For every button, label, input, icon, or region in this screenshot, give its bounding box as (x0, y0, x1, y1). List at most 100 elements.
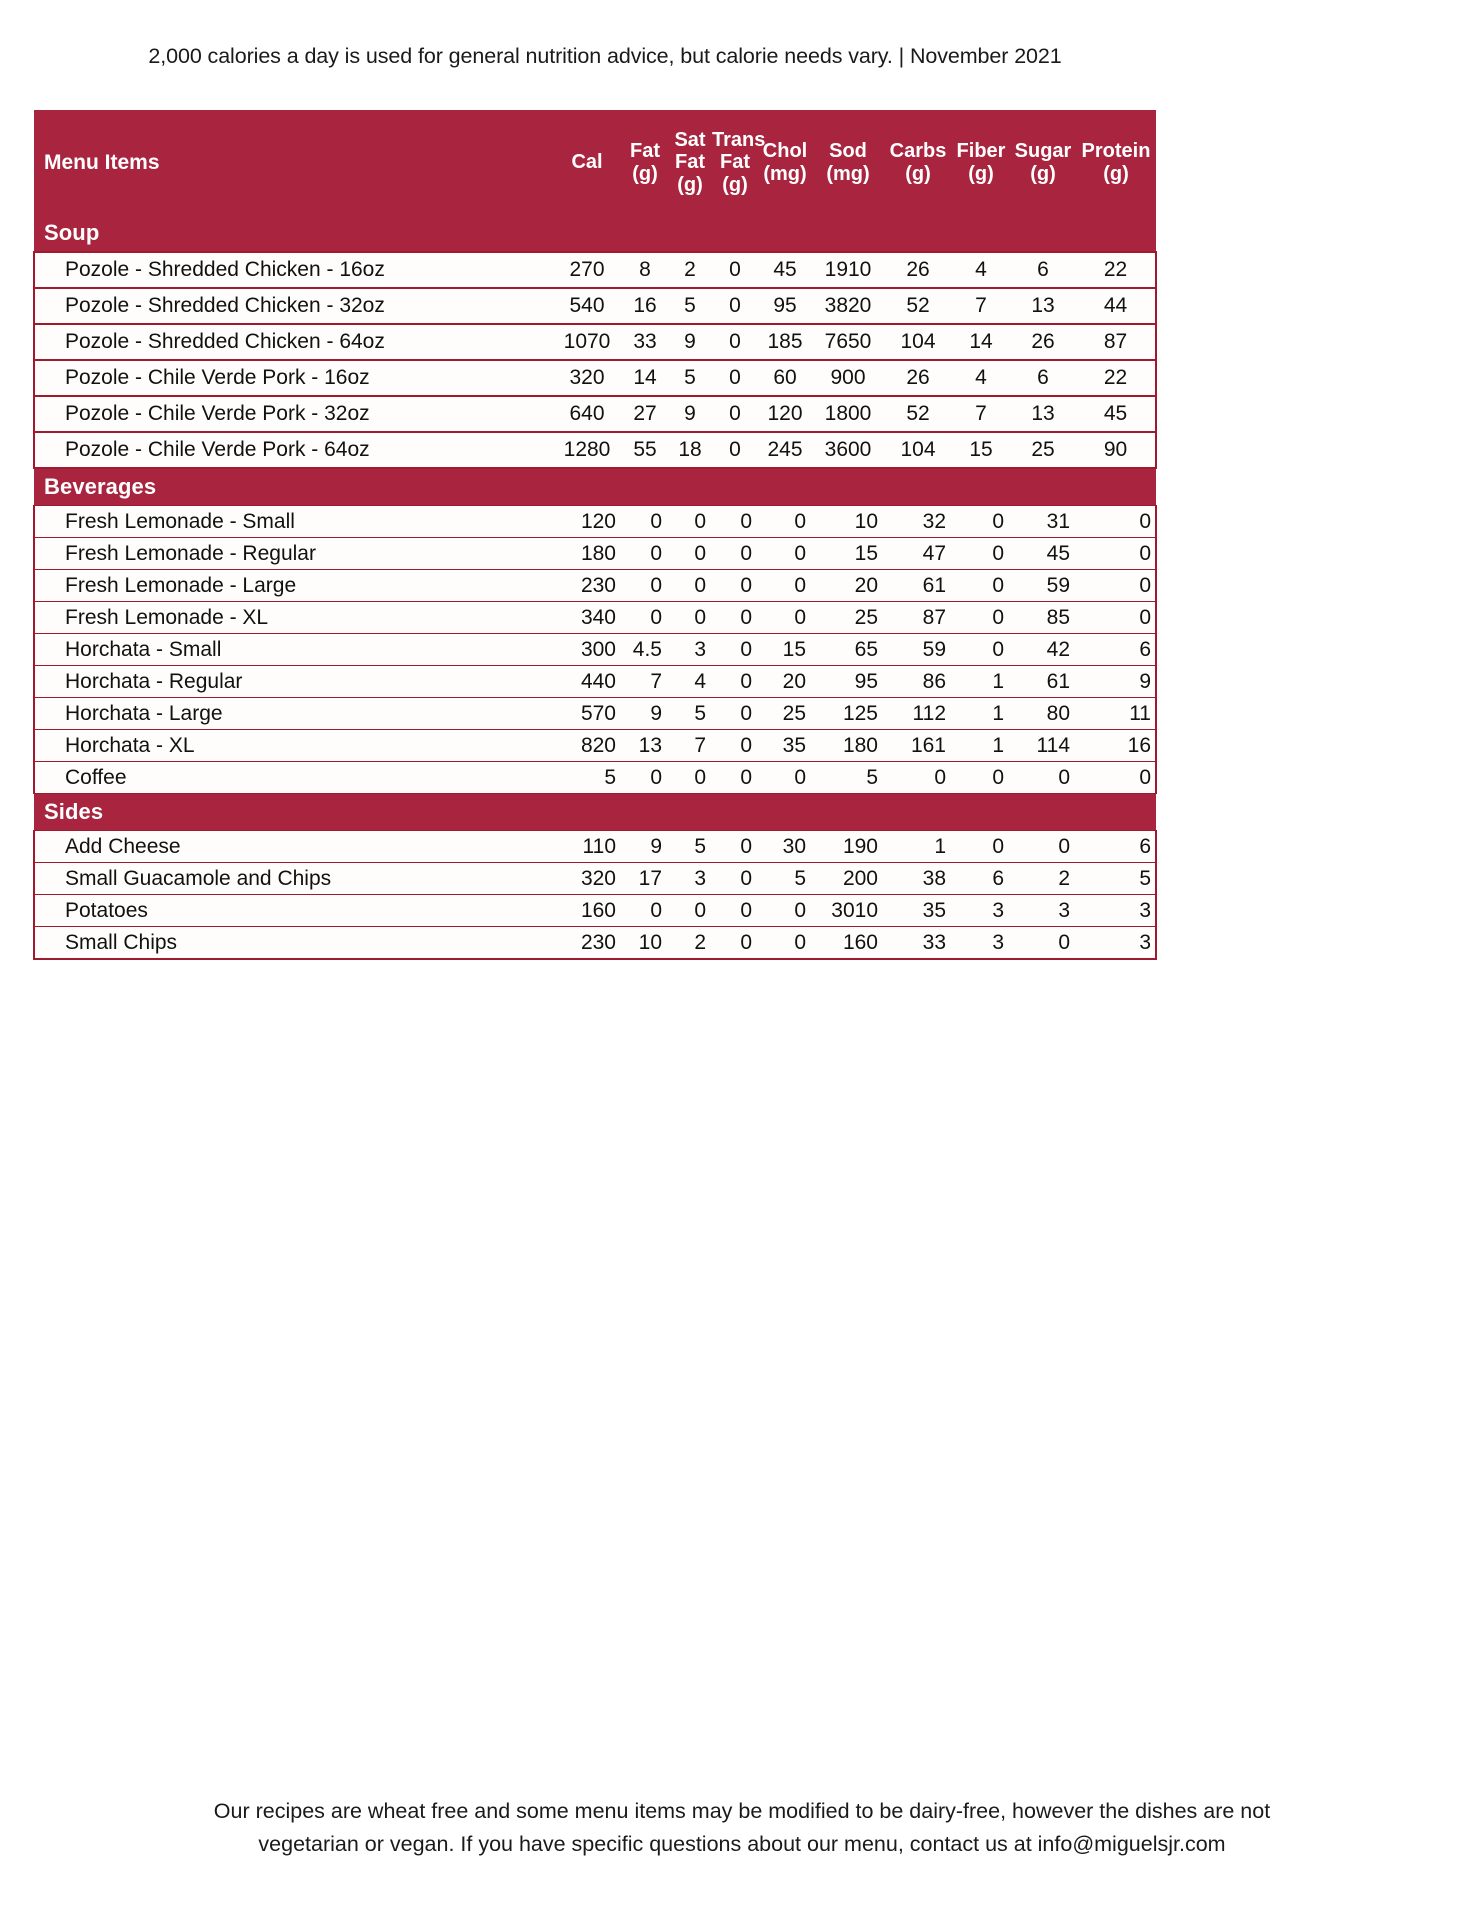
header-chol: Chol (mg) (758, 110, 812, 215)
cell-sugar: 59 (1010, 569, 1076, 602)
cell-chol: 0 (758, 601, 812, 634)
cell-fat: 10 (622, 926, 668, 960)
cell-cal: 640 (552, 395, 622, 433)
nutrition-table: Menu Items Cal Fat (g) Sat Fat (g) Trans… (33, 110, 1157, 960)
cell-cal: 340 (552, 601, 622, 634)
cell-sod: 180 (812, 729, 884, 762)
cell-trans-fat: 0 (712, 633, 758, 666)
cell-trans-fat: 0 (712, 323, 758, 361)
cell-cal: 320 (552, 359, 622, 397)
cell-chol: 0 (758, 569, 812, 602)
menu-item-name: Potatoes (33, 894, 552, 927)
header-sat-fat-label-2: Fat (675, 151, 705, 174)
cell-sat-fat: 3 (668, 862, 712, 895)
cell-sod: 20 (812, 569, 884, 602)
cell-cal: 1070 (552, 323, 622, 361)
cell-sat-fat: 3 (668, 633, 712, 666)
header-sat-fat-label-1: Sat (674, 128, 706, 151)
cell-fiber: 7 (952, 395, 1010, 433)
cell-sat-fat: 7 (668, 729, 712, 762)
cell-carbs: 47 (884, 537, 952, 570)
cell-cal: 270 (552, 251, 622, 289)
cell-chol: 25 (758, 697, 812, 730)
cell-carbs: 86 (884, 665, 952, 698)
cell-carbs: 61 (884, 569, 952, 602)
cell-cal: 440 (552, 665, 622, 698)
table-row: Fresh Lemonade - Large 230 0 0 0 0 20 61 0 59 0 (33, 569, 1157, 602)
menu-item-name: Coffee (33, 761, 552, 794)
cell-trans-fat: 0 (712, 665, 758, 698)
cell-fat: 9 (622, 830, 668, 863)
cell-fat: 14 (622, 359, 668, 397)
header-fiber-unit: (g) (968, 162, 994, 185)
cell-sat-fat: 9 (668, 323, 712, 361)
cell-trans-fat: 0 (712, 761, 758, 794)
cell-protein: 0 (1076, 537, 1157, 570)
cell-sugar: 42 (1010, 633, 1076, 666)
cell-protein: 6 (1076, 830, 1157, 863)
menu-item-name: Horchata - XL (33, 729, 552, 762)
cell-cal: 540 (552, 287, 622, 325)
cell-protein: 11 (1076, 697, 1157, 730)
cell-carbs: 26 (884, 251, 952, 289)
cell-trans-fat: 0 (712, 251, 758, 289)
cell-sugar: 3 (1010, 894, 1076, 927)
cell-fiber: 6 (952, 862, 1010, 895)
menu-item-name: Add Cheese (33, 830, 552, 863)
cell-sugar: 61 (1010, 665, 1076, 698)
cell-sod: 1910 (812, 251, 884, 289)
cell-sod: 10 (812, 505, 884, 538)
header-sod-unit: (mg) (826, 162, 870, 185)
cell-sod: 3820 (812, 287, 884, 325)
table-row: Coffee 5 0 0 0 0 5 0 0 0 0 (33, 761, 1157, 794)
cell-protein: 5 (1076, 862, 1157, 895)
cell-carbs: 38 (884, 862, 952, 895)
cell-sugar: 25 (1010, 431, 1076, 469)
cell-carbs: 161 (884, 729, 952, 762)
table-row: Fresh Lemonade - Regular 180 0 0 0 0 15 47 0 45 0 (33, 537, 1157, 570)
table-row: Horchata - XL 820 13 7 0 35 180 161 1 114 16 (33, 729, 1157, 762)
cell-sugar: 85 (1010, 601, 1076, 634)
table-body: Soup Pozole - Shredded Chicken - 16oz 270 8… (33, 215, 1157, 960)
table-row: Pozole - Chile Verde Pork - 16oz 320 14 5 0 6… (33, 359, 1157, 397)
table-row: Pozole - Chile Verde Pork - 32oz 640 27 9 0 1… (33, 395, 1157, 433)
cell-sat-fat: 5 (668, 697, 712, 730)
cell-cal: 230 (552, 926, 622, 960)
table-row: Pozole - Shredded Chicken - 64oz 1070 33 9 0… (33, 323, 1157, 361)
cell-carbs: 52 (884, 395, 952, 433)
cell-fiber: 4 (952, 251, 1010, 289)
cell-trans-fat: 0 (712, 926, 758, 960)
cell-cal: 1280 (552, 431, 622, 469)
cell-fat: 33 (622, 323, 668, 361)
cell-sat-fat: 5 (668, 359, 712, 397)
cell-sugar: 80 (1010, 697, 1076, 730)
cell-sugar: 26 (1010, 323, 1076, 361)
header-sod: Sod (mg) (812, 110, 884, 215)
footer-line-1: Our recipes are wheat free and some menu… (213, 1799, 1271, 1823)
cell-trans-fat: 0 (712, 729, 758, 762)
cell-carbs: 33 (884, 926, 952, 960)
cell-trans-fat: 0 (712, 569, 758, 602)
cell-protein: 44 (1076, 287, 1157, 325)
footer-disclaimer: Our recipes are wheat free and some menu… (0, 1795, 1484, 1862)
header-fiber: Fiber (g) (952, 110, 1010, 215)
cell-protein: 3 (1076, 926, 1157, 960)
header-sugar-unit: (g) (1030, 162, 1056, 185)
cell-trans-fat: 0 (712, 537, 758, 570)
cell-protein: 3 (1076, 894, 1157, 927)
header-sugar: Sugar (g) (1010, 110, 1076, 215)
cell-sod: 15 (812, 537, 884, 570)
header-sod-label: Sod (829, 140, 867, 163)
header-sat-fat: Sat Fat (g) (668, 110, 712, 215)
cell-sod: 3600 (812, 431, 884, 469)
menu-item-name: Pozole - Shredded Chicken - 32oz (33, 287, 552, 325)
cell-sod: 125 (812, 697, 884, 730)
cell-cal: 110 (552, 830, 622, 863)
cell-fiber: 0 (952, 761, 1010, 794)
cell-trans-fat: 0 (712, 287, 758, 325)
section-title: Soup (34, 215, 1156, 252)
cell-sat-fat: 18 (668, 431, 712, 469)
cell-sat-fat: 2 (668, 251, 712, 289)
cell-sod: 5 (812, 761, 884, 794)
